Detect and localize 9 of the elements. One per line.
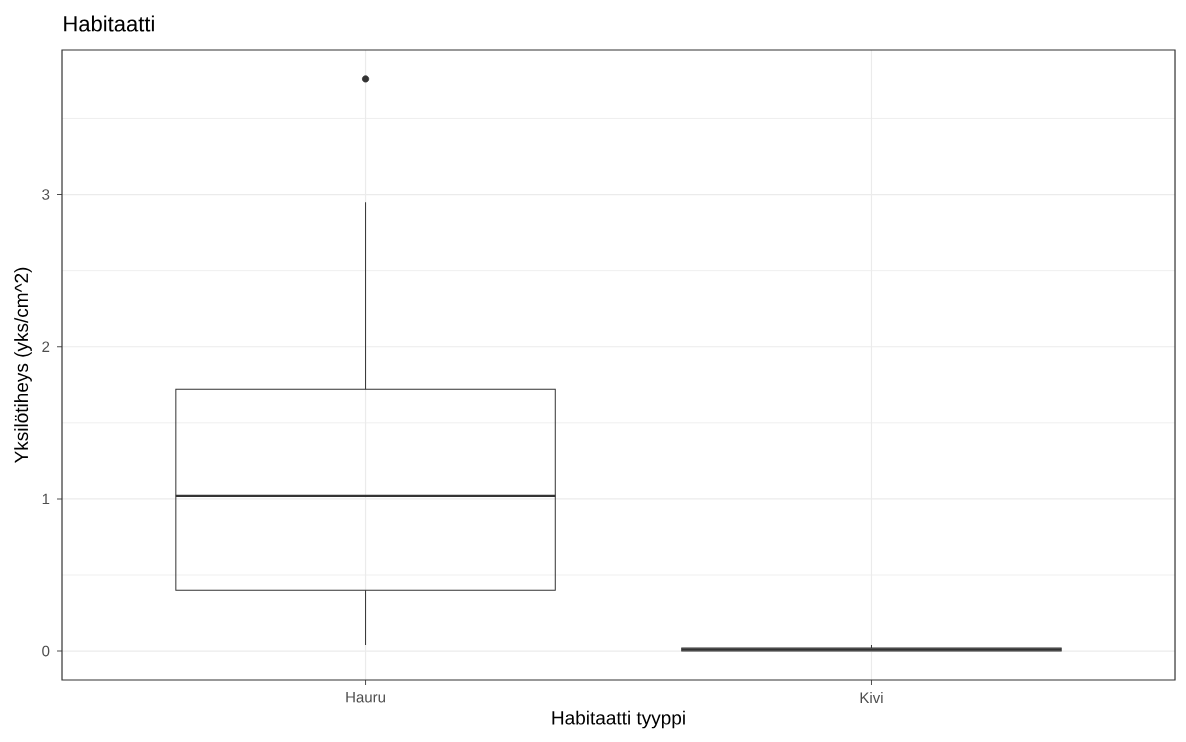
x-axis-title: Habitaatti tyyppi	[552, 710, 685, 729]
y-tick-label: 2	[42, 341, 50, 352]
x-tick-label: Kivi	[860, 692, 883, 703]
y-tick-label: 3	[42, 189, 50, 200]
y-tick-label: 1	[42, 493, 50, 505]
chart-title: Habitaatti	[64, 15, 154, 32]
y-axis-title: Yksilötiheys (yks/cm^2)	[14, 267, 32, 463]
y-tick-label: 0	[42, 645, 50, 657]
x-tick-label: Hauru	[346, 692, 385, 703]
